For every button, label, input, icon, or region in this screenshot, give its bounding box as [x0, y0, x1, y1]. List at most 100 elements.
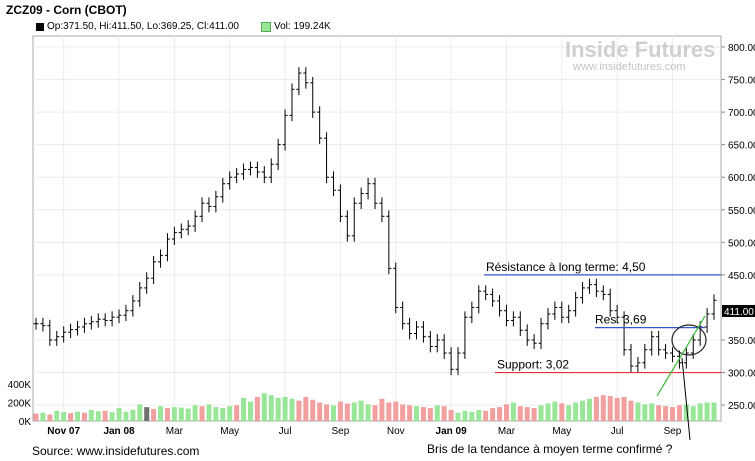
volume-tick-label: 400K	[8, 380, 32, 391]
ohlc-bar	[365, 177, 371, 200]
time-tick-label: Sep	[332, 426, 350, 437]
ohlc-bar	[164, 233, 170, 262]
time-tick-label: May	[552, 426, 571, 437]
ohlc-bar	[711, 294, 717, 320]
watermark-url: www.insidefutures.com	[572, 61, 686, 73]
ohlc-bar	[54, 330, 60, 346]
ohlc-bar	[199, 197, 205, 223]
ohlc-bar	[317, 106, 323, 145]
ohlc-bar	[462, 311, 468, 359]
ohlc-bar	[344, 210, 350, 242]
ohlc-bar	[656, 330, 662, 356]
time-tick-label: May	[220, 426, 239, 437]
volume-bar	[344, 403, 350, 421]
volume-bar	[282, 396, 288, 421]
time-axis: Nov 07 Jan 08 Mar May Jul Sep Nov Jan 09 Mar May J…	[47, 426, 682, 437]
ohlc-bar	[158, 249, 164, 268]
volume-bar	[531, 408, 537, 421]
volume-bar	[303, 396, 309, 421]
volume-bar	[254, 396, 260, 421]
grid	[33, 36, 721, 421]
ohlc-bar	[282, 109, 288, 151]
volume-tick-label: 200K	[8, 399, 32, 410]
ohlc-bar	[393, 262, 399, 314]
time-tick-label: Jul	[611, 426, 624, 437]
volume-bar	[144, 407, 150, 421]
volume-bar	[158, 406, 164, 421]
ohlc-bar	[635, 356, 641, 372]
ohlc-bar	[669, 347, 675, 363]
time-tick-label: Jan 09	[436, 426, 468, 437]
volume-bar	[185, 408, 191, 421]
volume-bar	[358, 400, 364, 421]
legend: Op:371.50, Hi:411.50, Lo:369.25, Cl:411.…	[36, 21, 331, 32]
volume-bar	[628, 400, 634, 421]
volume-bar	[476, 409, 482, 421]
watermark: Inside Futures www.insidefutures.com	[565, 37, 715, 73]
price-tick-label: 700.00	[728, 108, 755, 119]
volume-bar	[414, 406, 420, 421]
ohlc-bar	[683, 347, 689, 369]
watermark-brand: Inside Futures	[565, 37, 715, 62]
ohlc-bar	[704, 308, 710, 333]
volume-bar	[683, 404, 689, 421]
ohlc-bar	[649, 330, 655, 356]
ohlc-bar	[372, 177, 378, 210]
volume-bar	[573, 402, 579, 421]
ohlc-bar	[61, 326, 67, 343]
ohlc-bar	[524, 324, 530, 346]
volume-axis: 400K 200K 0K	[8, 380, 32, 428]
volume-bar	[510, 402, 516, 421]
ohlc-bar	[75, 321, 81, 336]
ohlc-bar	[538, 317, 544, 350]
volume-bar	[330, 405, 336, 421]
ohlc-bar	[600, 285, 606, 301]
ohlc-swatch	[36, 22, 44, 31]
volume-bar	[393, 401, 399, 421]
volume-bar	[420, 407, 426, 421]
volume-bar	[365, 404, 371, 421]
volume-bar	[711, 402, 717, 421]
ohlc-bar	[310, 76, 316, 118]
annotation-lines: Résistance à long terme: 4,50 Res. 3,69 Su…	[484, 260, 721, 374]
volume-bar	[40, 412, 46, 421]
time-tick-label: Mar	[498, 426, 516, 437]
volume-bar	[241, 397, 247, 421]
ohlc-bar	[144, 272, 150, 294]
ohlc-bar	[137, 282, 143, 307]
volume-bar	[400, 404, 406, 421]
last-price-label: 411.00	[724, 307, 754, 318]
annotation-note: Bris de la tendance à moyen terme confir…	[427, 442, 673, 456]
ohlc-bar	[116, 309, 122, 324]
volume-bar	[607, 396, 613, 421]
ohlc-bar	[503, 304, 509, 327]
volume-bar	[192, 405, 198, 421]
volume-bar	[310, 399, 316, 421]
ohlc-bar	[510, 311, 516, 327]
volume-bar	[95, 411, 101, 421]
ohlc-bar	[614, 304, 620, 324]
volume-bar	[642, 404, 648, 421]
volume-bar	[483, 410, 489, 421]
volume-bar	[116, 408, 122, 421]
ohlc-bar	[559, 301, 565, 324]
ohlc-bar	[414, 321, 420, 340]
volume-bar	[427, 408, 433, 421]
ohlc-bar	[407, 317, 413, 340]
volume-bar	[704, 402, 710, 421]
volume-bar	[317, 402, 323, 421]
volume-bar	[123, 411, 129, 421]
volume-bar	[372, 405, 378, 421]
volume-bar	[137, 404, 143, 421]
ohlc-bar	[552, 301, 558, 320]
ohlc-bar	[663, 343, 669, 359]
volume-bar	[379, 398, 385, 421]
volume-bar	[552, 401, 558, 421]
volume-value: Vol: 199.24K	[274, 21, 331, 32]
ohlc-bar	[130, 295, 136, 317]
volume-bar	[593, 396, 599, 421]
ohlc-bar	[289, 83, 295, 122]
ohlc-bar	[254, 161, 260, 178]
price-tick-label: 800.00	[728, 43, 755, 54]
volume-bar	[151, 408, 157, 421]
